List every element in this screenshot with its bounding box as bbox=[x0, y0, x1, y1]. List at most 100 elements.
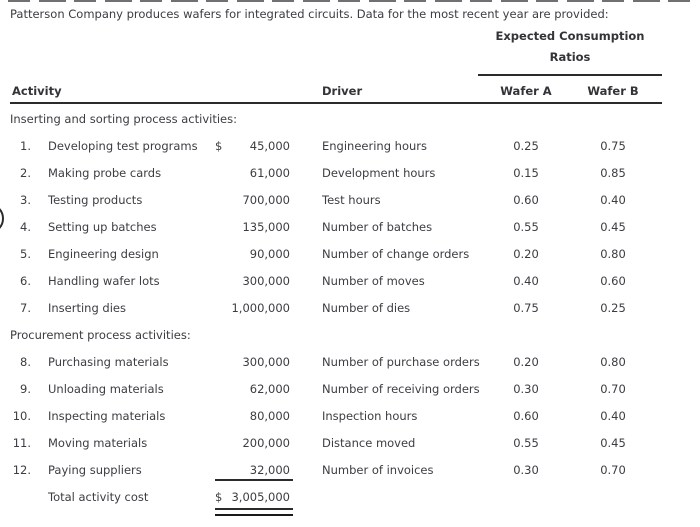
wafer-b-ratio: 0.80 bbox=[600, 246, 626, 261]
wafer-a-ratio: 0.15 bbox=[513, 165, 539, 180]
activity-cell: Inspecting materials bbox=[48, 408, 166, 423]
wafer-a-ratio: 0.20 bbox=[513, 354, 539, 369]
column-header-activity: Activity bbox=[12, 84, 62, 98]
wafer-b-ratio: 0.45 bbox=[600, 435, 626, 450]
amount-cell: 80,000 bbox=[249, 408, 290, 423]
header-rule bbox=[10, 102, 662, 104]
row-number: 2. bbox=[20, 165, 31, 180]
driver-cell: Number of batches bbox=[322, 219, 433, 234]
section-header-row: Inserting and sorting process activities… bbox=[0, 105, 700, 132]
wafer-a-ratio: 0.40 bbox=[513, 273, 539, 288]
activity-cell: Paying suppliers bbox=[48, 462, 142, 477]
total-row: Total activity cost $3,005,000 bbox=[0, 483, 700, 510]
wafer-b-ratio: 0.40 bbox=[600, 408, 626, 423]
table-row: 3. Testing products 700,000 Test hours 0.60 0… bbox=[0, 186, 700, 213]
amount-cell: 135,000 bbox=[242, 219, 290, 234]
wafer-b-ratio: 0.75 bbox=[600, 138, 626, 153]
section-header-label: Inserting and sorting process activities… bbox=[10, 111, 237, 126]
activity-cell: Handling wafer lots bbox=[48, 273, 160, 288]
row-number: 4. bbox=[20, 219, 31, 234]
driver-cell: Development hours bbox=[322, 165, 436, 180]
wafer-b-ratio: 0.25 bbox=[600, 300, 626, 315]
activity-cell: Purchasing materials bbox=[48, 354, 169, 369]
wafer-a-ratio: 0.75 bbox=[513, 300, 539, 315]
table-row: 9. Unloading materials 62,000 Number of rec… bbox=[0, 375, 700, 402]
total-double-rule bbox=[215, 508, 293, 516]
wafer-a-ratio: 0.30 bbox=[513, 462, 539, 477]
amount-cell: 300,000 bbox=[242, 273, 290, 288]
driver-cell: Number of purchase orders bbox=[322, 354, 480, 369]
expected-consumption-ratios-header: Expected Consumption Ratios bbox=[478, 26, 662, 76]
total-amount-cell: 3,005,000 bbox=[231, 489, 290, 504]
amount-cell: 200,000 bbox=[242, 435, 290, 450]
activity-cell: Unloading materials bbox=[48, 381, 164, 396]
table-row: 8. Purchasing materials 300,000 Number of p… bbox=[0, 348, 700, 375]
driver-cell: Inspection hours bbox=[322, 408, 418, 423]
amount-cell: 300,000 bbox=[242, 354, 290, 369]
driver-cell: Number of moves bbox=[322, 273, 425, 288]
table-row: 4. Setting up batches 135,000 Number of bat… bbox=[0, 213, 700, 240]
activity-cell: Inserting dies bbox=[48, 300, 126, 315]
amount-cell: 32,000 bbox=[249, 462, 290, 477]
driver-cell: Number of invoices bbox=[322, 462, 434, 477]
row-number: 9. bbox=[20, 381, 31, 396]
row-number: 11. bbox=[12, 435, 31, 450]
table-row: 11. Moving materials 200,000 Distance moved… bbox=[0, 429, 700, 456]
subtotal-rule bbox=[215, 479, 293, 481]
amount-cell: 45,000 bbox=[249, 138, 290, 153]
row-number: 1. bbox=[20, 138, 31, 153]
dollar-sign: $ bbox=[215, 138, 223, 153]
activity-cell: Developing test programs bbox=[48, 138, 198, 153]
amount-cell: 700,000 bbox=[242, 192, 290, 207]
row-number: 12. bbox=[12, 462, 31, 477]
driver-cell: Number of change orders bbox=[322, 246, 470, 261]
section-header-row: Procurement process activities: bbox=[0, 321, 700, 348]
ratios-label: Ratios bbox=[549, 50, 591, 64]
driver-cell: Distance moved bbox=[322, 435, 416, 450]
activity-cell: Testing products bbox=[48, 192, 143, 207]
section-header-label: Procurement process activities: bbox=[10, 327, 191, 342]
wafer-a-ratio: 0.60 bbox=[513, 192, 539, 207]
wafer-b-ratio: 0.70 bbox=[600, 462, 626, 477]
amount-cell: 1,000,000 bbox=[231, 300, 290, 315]
column-header-wafer-b: Wafer B bbox=[587, 84, 639, 98]
problem-statement: Patterson Company produces wafers for in… bbox=[10, 7, 609, 21]
activity-cell: Engineering design bbox=[48, 246, 159, 261]
table-row: 1. Developing test programs $45,000 Enginee… bbox=[0, 132, 700, 159]
row-number: 7. bbox=[20, 300, 31, 315]
total-label: Total activity cost bbox=[48, 489, 149, 504]
wafer-b-ratio: 0.80 bbox=[600, 354, 626, 369]
activity-cell: Setting up batches bbox=[48, 219, 157, 234]
row-number: 8. bbox=[20, 354, 31, 369]
wafer-b-ratio: 0.85 bbox=[600, 165, 626, 180]
dollar-sign: $ bbox=[215, 489, 223, 504]
table-row: 7. Inserting dies 1,000,000 Number of dies 0… bbox=[0, 294, 700, 321]
wafer-b-ratio: 0.70 bbox=[600, 381, 626, 396]
table-row: 6. Handling wafer lots 300,000 Number of mo… bbox=[0, 267, 700, 294]
table-row: 2. Making probe cards 61,000 Development ho… bbox=[0, 159, 700, 186]
wafer-a-ratio: 0.30 bbox=[513, 381, 539, 396]
wafer-a-ratio: 0.55 bbox=[513, 219, 539, 234]
wafer-b-ratio: 0.60 bbox=[600, 273, 626, 288]
row-number: 10. bbox=[12, 408, 31, 423]
amount-cell: 61,000 bbox=[249, 165, 290, 180]
wafer-a-ratio: 0.55 bbox=[513, 435, 539, 450]
row-number: 3. bbox=[20, 192, 31, 207]
table-row: 12. Paying suppliers 32,000 Number of invoi… bbox=[0, 456, 700, 483]
amount-cell: 90,000 bbox=[249, 246, 290, 261]
wafer-a-ratio: 0.60 bbox=[513, 408, 539, 423]
cropped-text-artifact bbox=[8, 0, 694, 2]
wafer-a-ratio: 0.25 bbox=[513, 138, 539, 153]
wafer-b-ratio: 0.40 bbox=[600, 192, 626, 207]
driver-cell: Engineering hours bbox=[322, 138, 427, 153]
driver-cell: Number of receiving orders bbox=[322, 381, 480, 396]
wafer-a-ratio: 0.20 bbox=[513, 246, 539, 261]
table-body: Inserting and sorting process activities… bbox=[0, 105, 700, 510]
expected-consumption-label: Expected Consumption bbox=[495, 29, 645, 43]
activity-cell: Making probe cards bbox=[48, 165, 162, 180]
driver-cell: Number of dies bbox=[322, 300, 411, 315]
wafer-b-ratio: 0.45 bbox=[600, 219, 626, 234]
table-row: 5. Engineering design 90,000 Number of chan… bbox=[0, 240, 700, 267]
table-row: 10. Inspecting materials 80,000 Inspection … bbox=[0, 402, 700, 429]
